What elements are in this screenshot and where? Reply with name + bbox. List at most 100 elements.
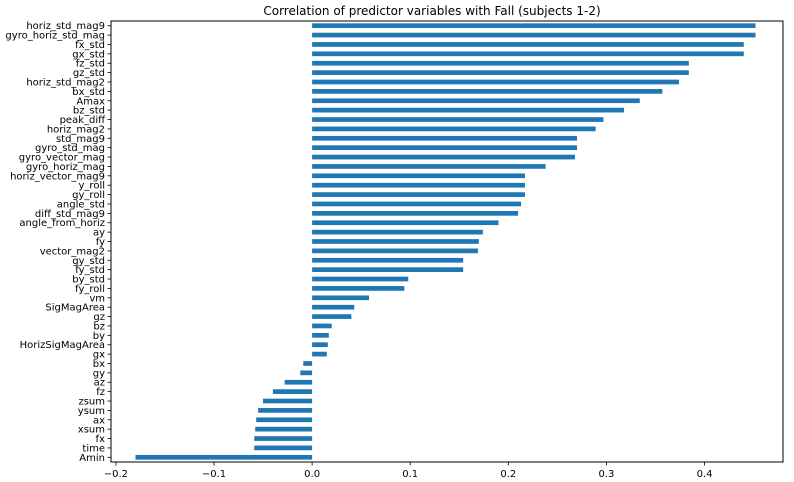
bar-gx	[312, 351, 327, 357]
bar-xsum	[255, 426, 313, 432]
bar-Amax	[312, 98, 640, 104]
y-tick-label: Amax	[76, 96, 105, 107]
y-tick-label: HorizSigMagArea	[20, 340, 105, 351]
bar-gy	[300, 370, 313, 376]
y-tick-label: peak_diff	[60, 115, 107, 126]
y-tick-label: horiz_std_mag9	[26, 21, 105, 32]
bar-gx_std	[312, 51, 744, 57]
y-tick-label: bx	[93, 359, 105, 370]
bar-gyro_vector_mag	[312, 154, 576, 160]
bar-bx	[303, 361, 313, 366]
y-tick-label: fz	[96, 387, 105, 398]
y-tick-label: gyro_std_mag	[35, 143, 105, 154]
bar-fy_std	[312, 267, 464, 272]
bar-bz	[312, 323, 332, 329]
bar-fy_roll	[312, 286, 405, 291]
y-tick-label: Amin	[79, 453, 105, 464]
bar-gyro_std_mag	[312, 145, 577, 151]
bar-fx_std	[312, 42, 744, 47]
bar-by	[312, 332, 329, 338]
bar-fz_std	[312, 60, 689, 66]
y-tick-label: horiz_vector_mag9	[10, 171, 105, 182]
bar-gy_roll	[312, 192, 525, 197]
y-tick-label: gyro_horiz_mag	[26, 162, 105, 173]
y-tick-label: az	[94, 378, 105, 389]
y-tick-label: gx	[93, 350, 105, 361]
bar-Amin	[135, 454, 313, 460]
bar-horiz_std_mag2	[312, 79, 680, 85]
bar-gyro_horiz_mag	[312, 164, 546, 169]
y-tick-label: gx_std	[72, 49, 105, 60]
bar-vm	[312, 295, 370, 301]
y-tick-label: gz_std	[73, 68, 105, 79]
y-tick-label: fx_std	[75, 40, 105, 51]
y-tick-label: bz	[93, 321, 105, 332]
y-tick-label: horiz_mag2	[47, 124, 105, 135]
bar-std_mag9	[312, 135, 577, 141]
x-tick-label: −0.2	[104, 469, 128, 480]
bar-diff_std_mag9	[312, 211, 519, 216]
bar-horiz_std_mag9	[312, 23, 756, 29]
bar-peak_diff	[312, 117, 604, 122]
y-tick-label: vm	[89, 293, 105, 304]
bar-az	[284, 379, 313, 385]
y-tick-label: fy_roll	[75, 284, 105, 295]
bar-fz	[272, 389, 313, 394]
bars-group	[135, 23, 756, 460]
y-tick-label: angle_std	[57, 199, 105, 210]
chart-title: Correlation of predictor variables with …	[263, 4, 600, 18]
bar-gy_std	[312, 257, 464, 263]
y-tick-label: gy_roll	[72, 190, 105, 201]
y-tick-label: bx_std	[72, 87, 105, 98]
bar-by_std	[312, 276, 409, 282]
y-tick-label: ax	[93, 415, 105, 426]
y-tick-label: ysum	[78, 406, 105, 417]
y-tick-label: vector_mag2	[40, 246, 105, 257]
bar-bz_std	[312, 107, 625, 113]
x-tick-label: 0.1	[402, 469, 418, 480]
y-tick-label: fy	[96, 237, 105, 248]
y-tick-label: time	[82, 443, 105, 454]
y-tick-label: by_std	[72, 275, 105, 286]
y-tick-label: horiz_std_mag2	[26, 77, 105, 88]
bar-SigMagArea	[312, 304, 355, 310]
y-tick-label: fz_std	[76, 59, 105, 70]
bar-ysum	[258, 408, 313, 413]
x-ticks-group: −0.2 −0.1 0.0 0.1 0.2 0.3 0.4	[104, 462, 713, 480]
bar-gyro_horiz_std_mag	[312, 32, 756, 38]
y-tick-label: gz	[93, 312, 105, 323]
bar-time	[254, 445, 313, 451]
plot-frame	[110, 20, 784, 463]
bar-gz_std	[312, 70, 689, 75]
bar-fy	[312, 239, 479, 244]
x-tick-label: −0.1	[202, 469, 226, 480]
y-tick-label: angle_from_horiz	[19, 218, 105, 229]
y-ticks-group: horiz_std_mag9gyro_horiz_std_magfx_stdgx…	[5, 21, 111, 464]
bar-ax	[256, 417, 313, 423]
bar-y_roll	[312, 182, 525, 188]
bar-zsum	[263, 398, 313, 404]
y-tick-label: gy_std	[72, 256, 105, 267]
x-tick-label: 0.4	[697, 469, 713, 480]
x-tick-label: 0.2	[500, 469, 516, 480]
x-tick-label: 0.3	[598, 469, 614, 480]
bar-horiz_vector_mag9	[312, 173, 525, 179]
bar-gz	[312, 314, 352, 319]
y-tick-label: y_roll	[79, 181, 105, 192]
y-tick-label: gy	[93, 368, 105, 379]
bar-bx_std	[312, 89, 663, 94]
bar-HorizSigMagArea	[312, 342, 328, 348]
y-tick-label: xsum	[78, 425, 105, 436]
y-tick-label: by	[93, 331, 105, 342]
bar-ay	[312, 229, 483, 235]
bar-horiz_mag2	[312, 126, 596, 132]
y-tick-label: gyro_horiz_std_mag	[5, 31, 105, 42]
y-tick-label: SigMagArea	[45, 303, 105, 314]
y-tick-label: fx	[96, 434, 106, 445]
bar-angle_from_horiz	[312, 220, 499, 226]
y-tick-label: bz_std	[73, 106, 105, 117]
y-tick-label: gyro_vector_mag	[19, 153, 105, 164]
y-tick-label: zsum	[78, 397, 105, 408]
bar-vector_mag2	[312, 248, 478, 254]
